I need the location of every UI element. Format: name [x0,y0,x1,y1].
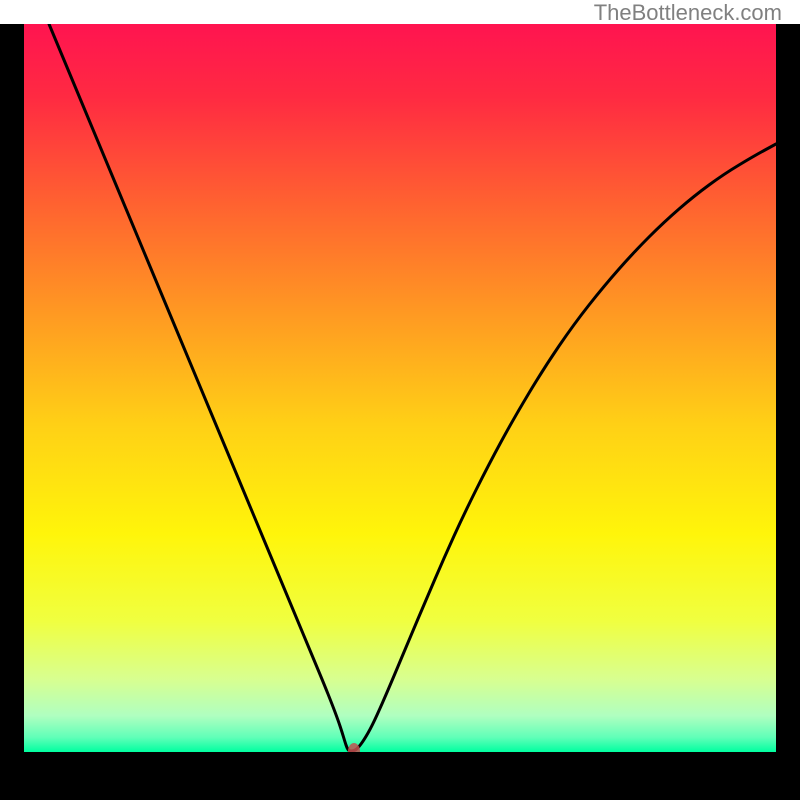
plot-svg [24,24,776,752]
plot-area [24,24,776,752]
watermark-text: TheBottleneck.com [594,0,782,26]
chart-container: TheBottleneck.com [0,0,800,800]
